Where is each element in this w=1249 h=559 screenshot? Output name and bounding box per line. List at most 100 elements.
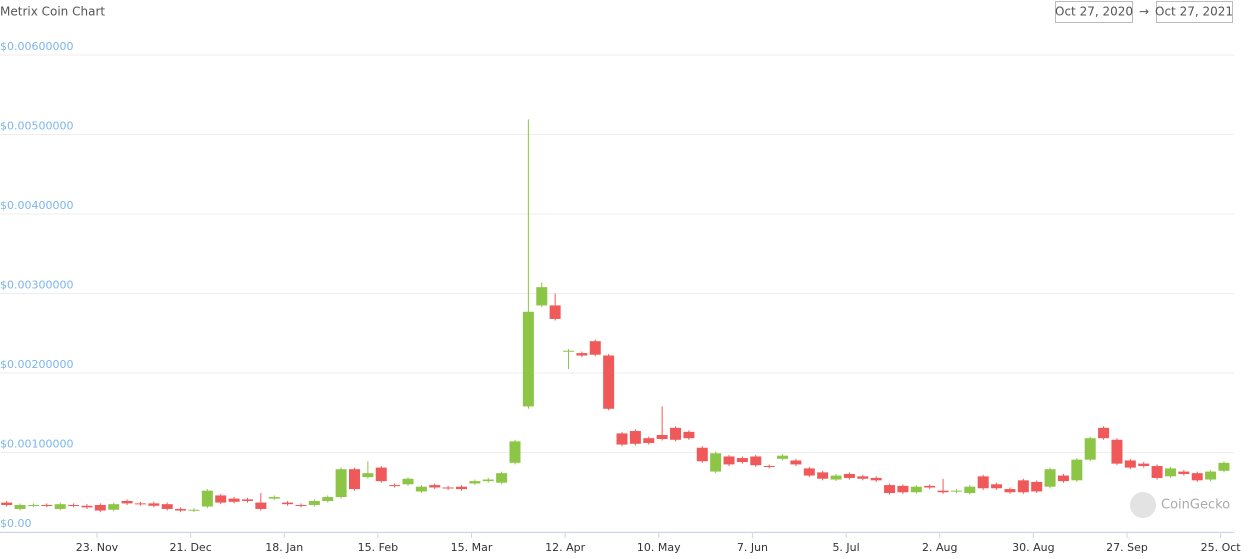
candle-body: [830, 475, 842, 480]
candle-body: [563, 350, 575, 352]
y-tick-label: $0.00600000: [0, 40, 73, 53]
candle-body: [897, 485, 909, 493]
date-from[interactable]: Oct 27, 2020: [1055, 5, 1133, 19]
candle-body: [536, 287, 548, 306]
candle-body: [1057, 475, 1069, 482]
candle-body: [509, 441, 521, 463]
candle-body: [1044, 469, 1056, 487]
candle-body: [68, 504, 80, 506]
x-tick-label: 12. Apr: [545, 541, 585, 554]
candle-body: [937, 490, 949, 493]
y-tick-label: $0.00300000: [0, 279, 73, 292]
candle-body: [924, 485, 936, 488]
candle-body: [549, 305, 561, 319]
candle-body: [884, 485, 896, 494]
y-tick-label: $0.00100000: [0, 438, 73, 451]
candle-body: [696, 447, 708, 462]
candle-body: [402, 478, 414, 485]
candle-body: [215, 495, 227, 503]
candle-body: [282, 502, 294, 505]
candle-body: [589, 341, 601, 355]
candle-body: [522, 311, 534, 407]
candle-body: [348, 469, 360, 490]
candle-body: [322, 497, 334, 501]
candle-body: [1178, 471, 1190, 474]
candle-body: [603, 355, 615, 409]
candle-body: [81, 505, 93, 508]
x-tick-label: 15. Feb: [358, 541, 398, 554]
candle-body: [643, 438, 655, 443]
candle-body: [175, 508, 187, 511]
candle-body: [870, 477, 882, 481]
x-tick-label: 10. May: [637, 541, 681, 554]
candle-body: [389, 485, 401, 487]
y-tick-label: $0.00200000: [0, 358, 73, 371]
candle-body: [362, 473, 374, 478]
candle-body: [442, 487, 454, 489]
date-arrow: →: [1139, 5, 1149, 19]
candle-body: [1191, 473, 1203, 481]
candle-body: [134, 503, 146, 505]
candle-body: [108, 504, 120, 510]
candle-body: [629, 431, 641, 444]
date-from-box[interactable]: [1055, 1, 1133, 23]
candle-body: [268, 497, 280, 499]
candle-body: [255, 502, 267, 509]
candle-body: [308, 500, 320, 505]
date-to-box[interactable]: [1156, 1, 1233, 23]
candle-body: [964, 486, 976, 494]
candle-body: [1098, 427, 1110, 439]
x-tick-label: 2. Aug: [922, 541, 957, 554]
candle-body: [1164, 468, 1176, 477]
candle-body: [375, 467, 387, 482]
candle-body: [41, 504, 53, 506]
candle-body: [576, 353, 588, 356]
candle-body: [1138, 463, 1150, 467]
candle-body: [54, 504, 66, 509]
y-tick-label: $0.00500000: [0, 120, 73, 133]
watermark: CoinGecko: [1161, 498, 1230, 513]
candle-body: [683, 431, 695, 439]
x-tick-label: 30. Aug: [1012, 541, 1054, 554]
candle-body: [857, 476, 869, 479]
candle-body: [241, 499, 253, 501]
candle-body: [616, 433, 628, 445]
candle-body: [496, 473, 508, 483]
candle-body: [455, 486, 467, 490]
candle-body: [295, 504, 307, 506]
candle-body: [723, 456, 735, 465]
candle-body: [188, 509, 200, 511]
candle-body: [1004, 489, 1016, 493]
candle-body: [750, 456, 762, 466]
candle-body: [1084, 438, 1096, 460]
candle-body: [1017, 480, 1029, 493]
y-tick-label: $0.00400000: [0, 199, 73, 212]
date-to[interactable]: Oct 27, 2021: [1155, 5, 1233, 19]
candle-body: [469, 481, 481, 484]
candle-body: [790, 460, 802, 465]
candle-body: [977, 476, 989, 489]
x-tick-label: 23. Nov: [76, 541, 119, 554]
candle-body: [335, 469, 347, 498]
candle-body: [429, 485, 441, 488]
candle-body: [415, 486, 427, 492]
candle-body: [121, 500, 133, 504]
candle-body: [161, 504, 173, 509]
candle-body: [14, 504, 26, 509]
x-tick-label: 7. Jun: [737, 541, 768, 554]
candle-body: [482, 479, 494, 482]
candle-body: [1205, 471, 1217, 480]
x-tick-label: 5. Jul: [832, 541, 859, 554]
candle-body: [656, 435, 668, 439]
candle-body: [736, 458, 748, 463]
candle-body: [1111, 439, 1123, 464]
candle-body: [991, 484, 1003, 489]
candle-body: [670, 427, 682, 440]
x-tick-label: 18. Jan: [265, 541, 303, 554]
candle-body: [763, 466, 775, 468]
candle-body: [1031, 481, 1043, 492]
candle-body: [777, 455, 789, 459]
candle-body: [94, 504, 106, 511]
